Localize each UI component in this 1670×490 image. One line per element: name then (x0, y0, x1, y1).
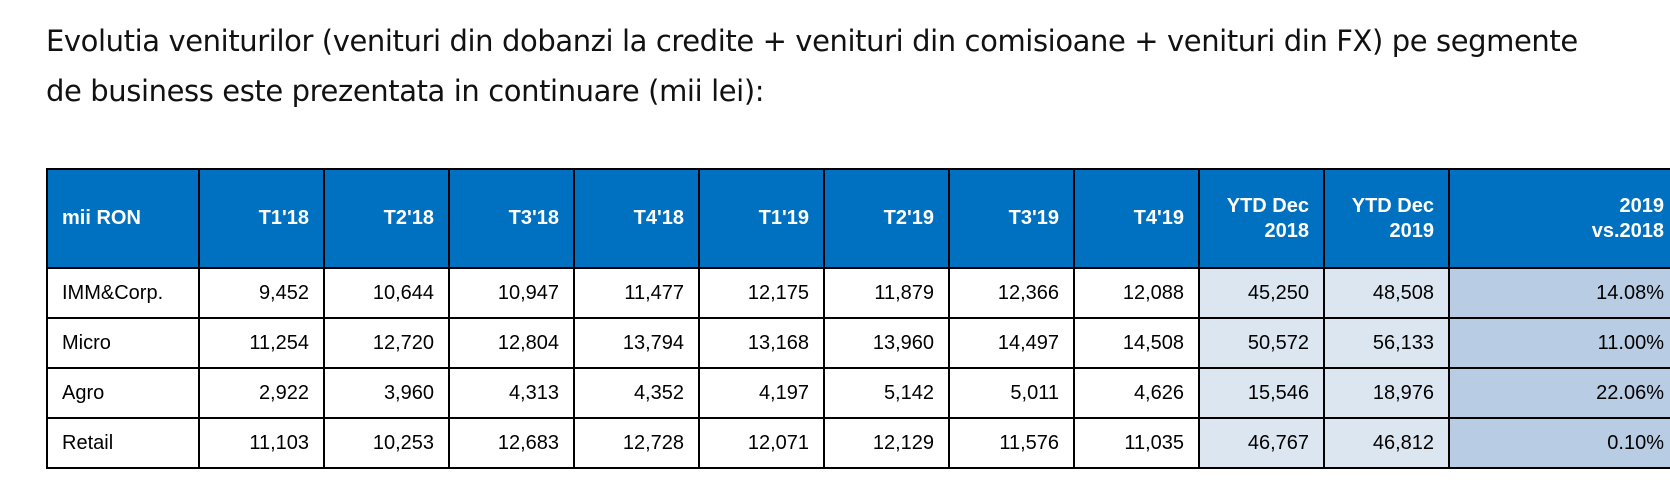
quarter-value-cell: 12,683 (448, 417, 575, 469)
change-percent-cell: 11.00% (1448, 317, 1670, 369)
quarter-value-cell: 12,720 (323, 317, 450, 369)
header-cell-t3-19: T3'19 (948, 168, 1075, 269)
table-row: Retail 11,103 10,253 12,683 12,728 12,071 12,1… (46, 417, 1670, 469)
change-percent-cell: 0.10% (1448, 417, 1670, 469)
intro-line-1: Evolutia veniturilor (venituri din doban… (46, 24, 1578, 58)
header-cell-ytd-2018: YTD Dec 2018 (1198, 168, 1325, 269)
row-label-cell: Micro (46, 317, 200, 369)
quarter-value-cell: 13,794 (573, 317, 700, 369)
revenue-table: mii RON T1'18 T2'18 T3'18 T4'18 T1'19 T2… (46, 168, 1670, 469)
header-label-ytd-2019: YTD Dec 2019 (1351, 194, 1434, 242)
table-row: Agro 2,922 3,960 4,313 4,352 4,197 5,142 5,011 4… (46, 367, 1670, 419)
header-cell-t4-19: T4'19 (1073, 168, 1200, 269)
ytd-value-cell: 46,767 (1198, 417, 1325, 469)
table-header-row: mii RON T1'18 T2'18 T3'18 T4'18 T1'19 T2… (46, 168, 1670, 269)
quarter-value-cell: 12,129 (823, 417, 950, 469)
header-cell-t3-18: T3'18 (448, 168, 575, 269)
header-cell-t2-19: T2'19 (823, 168, 950, 269)
quarter-value-cell: 5,142 (823, 367, 950, 419)
quarter-value-cell: 11,254 (198, 317, 325, 369)
quarter-value-cell: 11,035 (1073, 417, 1200, 469)
quarter-value-cell: 12,728 (573, 417, 700, 469)
intro-paragraph: Evolutia veniturilor (venituri din doban… (46, 16, 1666, 116)
quarter-value-cell: 4,313 (448, 367, 575, 419)
ytd-value-cell: 50,572 (1198, 317, 1325, 369)
quarter-value-cell: 12,804 (448, 317, 575, 369)
table-row: Micro 11,254 12,720 12,804 13,794 13,168 13,96… (46, 317, 1670, 369)
ytd-value-cell: 56,133 (1323, 317, 1450, 369)
table-row: IMM&Corp. 9,452 10,644 10,947 11,477 12,175 11… (46, 267, 1670, 319)
quarter-value-cell: 2,922 (198, 367, 325, 419)
quarter-value-cell: 13,168 (698, 317, 825, 369)
quarter-value-cell: 9,452 (198, 267, 325, 319)
quarter-value-cell: 3,960 (323, 367, 450, 419)
quarter-value-cell: 11,879 (823, 267, 950, 319)
quarter-value-cell: 13,960 (823, 317, 950, 369)
quarter-value-cell: 4,626 (1073, 367, 1200, 419)
quarter-value-cell: 11,477 (573, 267, 700, 319)
quarter-value-cell: 12,175 (698, 267, 825, 319)
quarter-value-cell: 10,253 (323, 417, 450, 469)
quarter-value-cell: 14,497 (948, 317, 1075, 369)
quarter-value-cell: 5,011 (948, 367, 1075, 419)
quarter-value-cell: 10,644 (323, 267, 450, 319)
header-cell-change: 2019 vs.2018 (1448, 168, 1670, 269)
row-label-cell: IMM&Corp. (46, 267, 200, 319)
ytd-value-cell: 15,546 (1198, 367, 1325, 419)
row-label-cell: Agro (46, 367, 200, 419)
ytd-value-cell: 48,508 (1323, 267, 1450, 319)
header-label-change: 2019 vs.2018 (1591, 194, 1664, 242)
change-percent-cell: 14.08% (1448, 267, 1670, 319)
header-cell-t4-18: T4'18 (573, 168, 700, 269)
quarter-value-cell: 12,366 (948, 267, 1075, 319)
quarter-value-cell: 11,103 (198, 417, 325, 469)
header-cell-t1-19: T1'19 (698, 168, 825, 269)
quarter-value-cell: 10,947 (448, 267, 575, 319)
ytd-value-cell: 45,250 (1198, 267, 1325, 319)
change-percent-cell: 22.06% (1448, 367, 1670, 419)
ytd-value-cell: 18,976 (1323, 367, 1450, 419)
table-body: IMM&Corp. 9,452 10,644 10,947 11,477 12,175 11… (46, 267, 1670, 469)
header-cell-t1-18: T1'18 (198, 168, 325, 269)
quarter-value-cell: 12,088 (1073, 267, 1200, 319)
intro-line-2: de business este prezentata in continuar… (46, 74, 765, 108)
quarter-value-cell: 14,508 (1073, 317, 1200, 369)
header-cell-unit: mii RON (46, 168, 200, 269)
quarter-value-cell: 4,352 (573, 367, 700, 419)
quarter-value-cell: 12,071 (698, 417, 825, 469)
header-label-ytd-2018: YTD Dec 2018 (1226, 194, 1309, 242)
header-cell-t2-18: T2'18 (323, 168, 450, 269)
ytd-value-cell: 46,812 (1323, 417, 1450, 469)
row-label-cell: Retail (46, 417, 200, 469)
header-cell-ytd-2019: YTD Dec 2019 (1323, 168, 1450, 269)
quarter-value-cell: 4,197 (698, 367, 825, 419)
quarter-value-cell: 11,576 (948, 417, 1075, 469)
